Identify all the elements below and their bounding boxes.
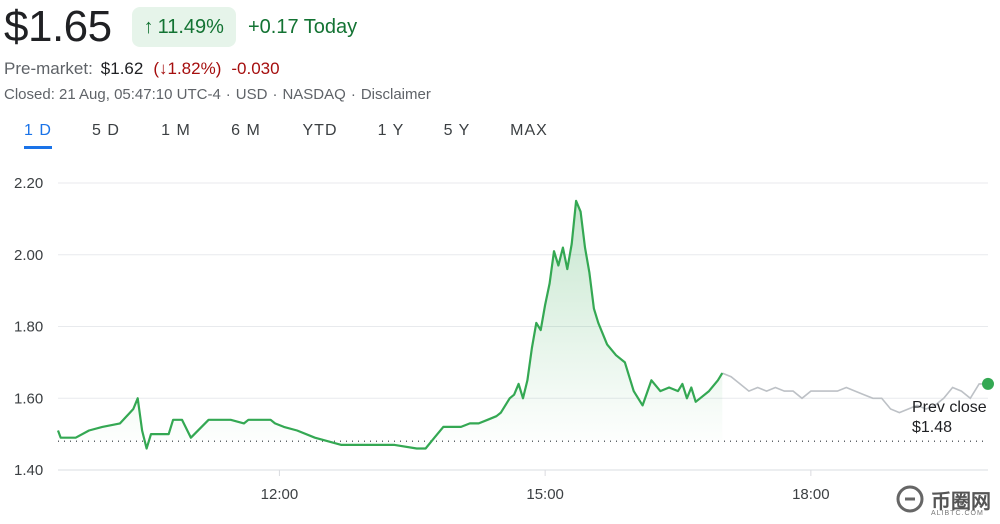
tab-max[interactable]: MAX [510,122,548,139]
chart-grid [58,182,988,471]
change-today: +0.17 Today [247,15,358,38]
change-percent: 11.49% [157,15,224,38]
x-axis-labels: 12:00 15:00 18:00 [261,470,830,500]
y-tick-label: 1.60 [14,390,43,407]
y-tick-label: 2.00 [14,247,43,264]
market-status-row: Closed: 21 Aug, 05:47:10 UTC-4 · USD · NASDA… [4,86,431,103]
prev-close-label: Prev close [912,399,987,416]
alibtc-logo-icon [896,485,924,513]
y-tick-label: 1.80 [14,319,43,336]
after-hours-line [721,372,988,414]
regular-session-area [58,200,723,449]
tab-1d[interactable]: 1 D [24,118,52,149]
tab-5d[interactable]: 5 D [92,122,120,139]
disclaimer-link[interactable]: Disclaimer [360,86,431,103]
premarket-label: Pre-market: [4,59,93,78]
x-tick-label: 18:00 [792,486,830,500]
premarket-row: Pre-market: $1.62 (↓1.82%) -0.030 [4,59,280,79]
y-tick-label: 1.40 [14,462,43,479]
watermark-text: 币圈网 [931,490,991,513]
current-price: $1.65 [4,2,112,51]
tab-ytd[interactable]: YTD [302,122,338,139]
x-tick-label: 15:00 [526,486,564,500]
watermark-subtext: ALIBTC.COM [931,510,984,517]
tab-1y[interactable]: 1 Y [377,122,405,139]
premarket-change: -0.030 [231,59,280,78]
tab-1m[interactable]: 1 M [161,122,191,139]
tab-6m[interactable]: 6 M [231,122,261,139]
change-percent-badge: ↑ 11.49% [131,7,236,47]
premarket-change-percent: (↓1.82%) [153,59,222,78]
y-tick-label: 2.20 [14,175,43,192]
y-axis-labels: 2.20 2.00 1.80 1.60 1.40 [14,175,43,479]
prev-close-value: $1.48 [912,419,952,436]
exchange: NASDAQ [282,86,346,103]
premarket-price: $1.62 [100,59,144,78]
site-watermark: 币圈网 ALIBTC.COM [895,484,991,517]
x-tick-label: 12:00 [261,486,299,500]
currency: USD [235,86,268,103]
tab-5y[interactable]: 5 Y [443,122,471,139]
last-price-marker [982,377,994,390]
closed-timestamp: Closed: 21 Aug, 05:47:10 UTC-4 [4,86,221,103]
arrow-up-icon: ↑ [143,15,154,38]
price-chart[interactable]: 2.20 2.00 1.80 1.60 1.40 12:00 15:00 18:00 Pre… [0,160,1000,500]
quote-header: $1.65 ↑ 11.49% +0.17 Today [4,4,357,50]
regular-session-line [56,199,724,450]
